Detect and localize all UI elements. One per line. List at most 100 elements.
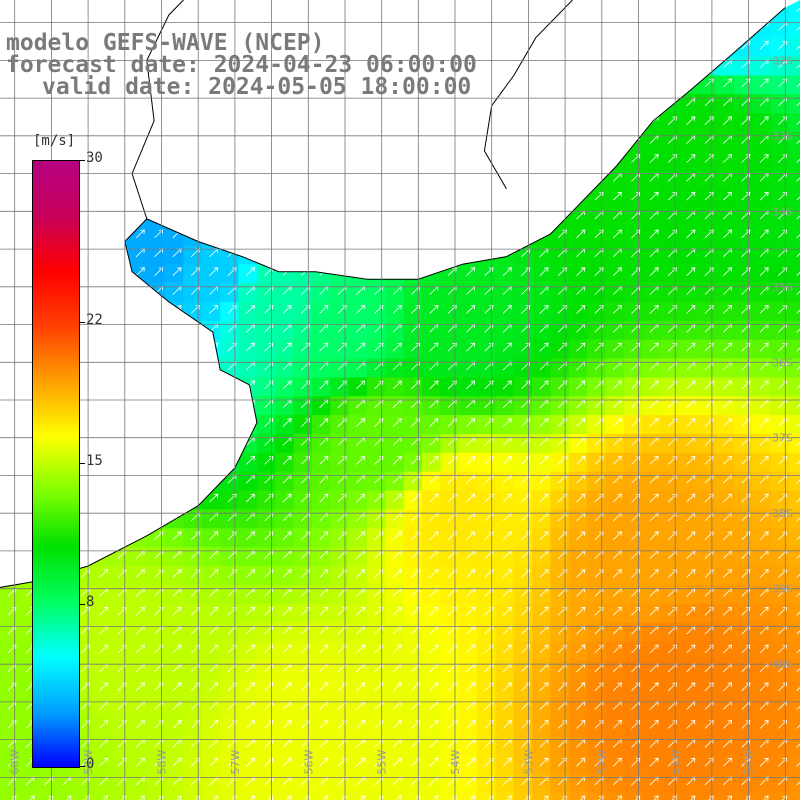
- field-cell: [789, 301, 800, 322]
- wind-arrow: [99, 606, 109, 616]
- wind-arrow: [502, 304, 512, 314]
- wind-arrow: [796, 611, 800, 616]
- wind-arrow: [759, 644, 769, 654]
- land-fill: [0, 0, 800, 589]
- field-cell: [789, 358, 800, 378]
- wind-arrow: [796, 328, 800, 333]
- wind-arrow: [172, 531, 182, 541]
- wind-arrow: [466, 531, 476, 541]
- wind-arrow: [172, 267, 182, 276]
- field-cell: [36, 792, 56, 800]
- wind-arrow: [576, 493, 586, 503]
- wind-arrow: [209, 267, 219, 276]
- wind-arrow: [686, 720, 696, 729]
- field-cell: [55, 792, 74, 800]
- wind-arrow: [796, 347, 800, 352]
- wind-arrow: [796, 668, 800, 673]
- wind-arrow: [319, 493, 329, 503]
- wind-arrow: [319, 380, 329, 390]
- wind-arrow: [616, 795, 622, 800]
- wind-arrow: [392, 342, 402, 352]
- lon-label: 59W: [82, 749, 95, 774]
- wind-arrow: [759, 342, 769, 352]
- wind-arrow: [612, 267, 622, 276]
- wind-arrow: [359, 795, 366, 800]
- wind-arrow: [502, 720, 512, 729]
- wind-arrow: [429, 531, 439, 541]
- lon-label: 57W: [229, 749, 242, 774]
- wind-arrow: [612, 455, 622, 465]
- wind-arrow: [66, 795, 72, 800]
- wind-arrow: [796, 177, 800, 182]
- wind-arrow: [649, 569, 659, 578]
- field-cell: [789, 113, 800, 133]
- wind-arrow: [723, 78, 733, 88]
- wind-arrow: [796, 762, 800, 767]
- wind-arrow: [649, 418, 659, 427]
- wind-arrow: [319, 455, 329, 465]
- wind-arrow: [429, 720, 439, 729]
- wind-arrow: [209, 606, 219, 616]
- wind-arrow: [282, 418, 292, 427]
- wind-arrow: [135, 682, 145, 692]
- wind-arrow: [649, 606, 659, 616]
- wind-arrow: [392, 493, 402, 503]
- wind-arrow: [356, 644, 366, 654]
- wind-arrow: [356, 606, 366, 616]
- lat-label: 40S: [772, 658, 793, 671]
- field-cell: [477, 792, 496, 800]
- wind-arrow: [686, 455, 696, 465]
- wind-arrow: [502, 380, 512, 390]
- wind-arrow: [612, 644, 622, 654]
- wind-arrow: [759, 304, 769, 314]
- wind-arrow: [649, 154, 659, 163]
- field-cell: [789, 207, 800, 227]
- field-cell: [789, 566, 800, 586]
- field-cell: [789, 245, 800, 265]
- wind-arrow: [392, 606, 402, 616]
- wind-arrow: [392, 380, 402, 390]
- wind-arrow: [649, 191, 659, 201]
- wind-arrow: [282, 644, 292, 654]
- wind-arrow: [576, 342, 586, 352]
- field-cell: [183, 792, 203, 800]
- field-cell: [238, 792, 258, 800]
- wind-arrow: [319, 569, 329, 578]
- wind-arrow: [245, 757, 255, 767]
- wind-arrow: [209, 720, 219, 729]
- wind-arrow: [282, 569, 292, 578]
- wind-arrow: [759, 191, 769, 201]
- lon-label: 58W: [156, 749, 169, 774]
- wind-arrow: [323, 795, 329, 800]
- wind-arrow: [759, 455, 769, 465]
- wind-arrow: [723, 304, 733, 314]
- wind-arrow: [502, 757, 512, 767]
- field-cell: [789, 660, 800, 680]
- wind-arrow: [245, 267, 255, 276]
- wind-arrow: [466, 418, 476, 427]
- wind-arrow: [209, 644, 219, 654]
- wind-arrow: [612, 229, 622, 239]
- field-cell: [550, 792, 570, 800]
- wind-arrow: [723, 606, 733, 616]
- wind-arrow: [245, 531, 255, 541]
- field-cell: [789, 641, 800, 661]
- field-cell: [789, 679, 800, 699]
- wind-arrow: [502, 682, 512, 692]
- field-cell: [789, 603, 800, 624]
- wind-arrow: [723, 720, 733, 729]
- wind-arrow: [429, 304, 439, 314]
- wind-arrow: [796, 649, 800, 654]
- wind-arrow: [539, 493, 549, 503]
- wind-arrow: [796, 7, 800, 12]
- wind-arrow: [723, 455, 733, 465]
- wind-arrow: [539, 418, 549, 427]
- wind-arrow: [356, 682, 366, 692]
- wind-arrow: [796, 83, 800, 88]
- wind-arrow: [796, 441, 800, 446]
- field-cell: [789, 188, 800, 209]
- field-cell: [789, 396, 800, 416]
- field-cell: [715, 792, 735, 800]
- wind-arrow: [796, 139, 800, 144]
